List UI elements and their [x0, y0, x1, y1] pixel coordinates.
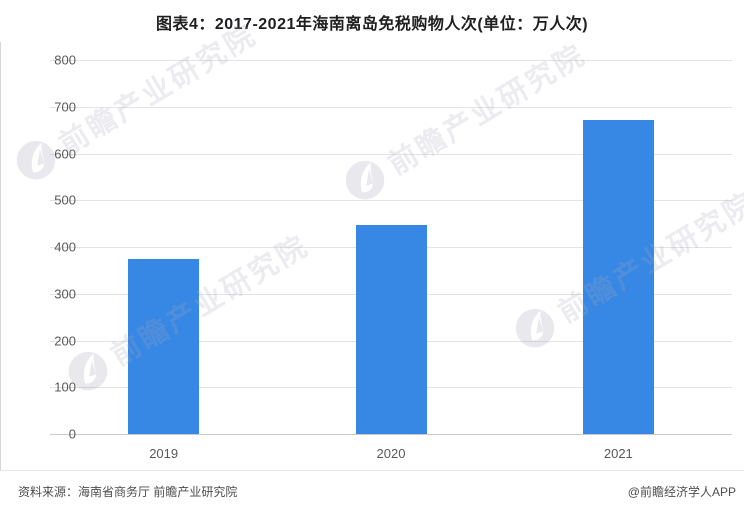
x-axis-line [50, 434, 732, 435]
y-axis-tick-label: 600 [54, 146, 76, 161]
y-axis-tick-label: 500 [54, 192, 76, 208]
gridline [50, 200, 732, 202]
y-axis-tick-label: 100 [54, 379, 76, 395]
gridline [50, 60, 732, 61]
bar-2021 [582, 119, 654, 434]
x-axis-label: 2019 [149, 446, 179, 461]
gridline [50, 153, 732, 155]
bar-2019 [128, 258, 200, 434]
y-axis-tick-label: 300 [54, 286, 76, 302]
source-text: 资料来源：海南省商务厅 前瞻产业研究院 [18, 485, 238, 499]
plot-area: 800 700 600 500 400 300 200 100 0 2019 2020 2021 [50, 52, 732, 461]
footer-divider [0, 470, 744, 471]
chart-title: 图表4：2017-2021年海南离岛免税购物人次(单位：万人次) [155, 16, 589, 33]
y-axis-tick-label: 800 [54, 52, 76, 68]
bar-2020 [355, 224, 427, 434]
credit-text: @前瞻经济学人APP [627, 485, 736, 499]
y-axis-tick-label: 200 [54, 333, 76, 348]
left-edge-line [0, 42, 1, 471]
x-axis-label: 2020 [376, 446, 406, 461]
y-axis-tick-label: 0 [68, 426, 76, 442]
x-axis-label: 2021 [603, 446, 633, 461]
y-axis-tick-label: 400 [54, 239, 76, 255]
y-axis-tick-label: 700 [54, 99, 76, 115]
gridline [50, 106, 732, 108]
footer: 资料来源：海南省商务厅 前瞻产业研究院 @前瞻经济学人APP [0, 471, 744, 510]
